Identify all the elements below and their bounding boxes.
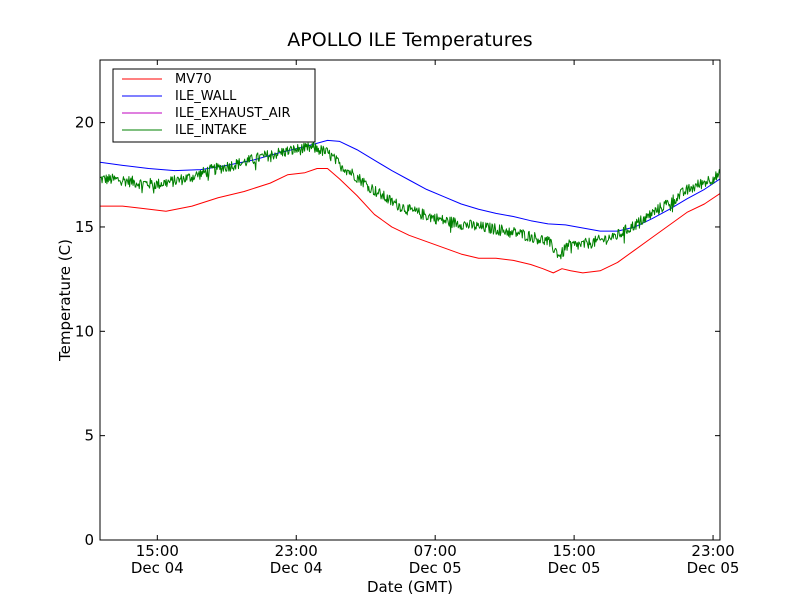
chart-title: APOLLO ILE Temperatures [287,29,532,51]
legend: MV70 ILE_WALL ILE_EXHAUST_AIR ILE_INTAKE [112,68,316,143]
y-tick-label: 0 [84,531,94,549]
x-tick-label-time: 23:00 [275,542,318,560]
y-tick-label: 20 [75,114,94,132]
y-tick-label: 5 [84,427,94,445]
legend-label: ILE_EXHAUST_AIR [175,106,291,121]
x-tick-label-time: 07:00 [414,542,457,560]
x-tick-label-date: Dec 04 [270,559,323,577]
legend-label: MV70 [175,72,212,87]
legend-label: ILE_INTAKE [175,123,247,138]
x-tick-label-time: 23:00 [691,542,734,560]
x-tick-label-time: 15:00 [553,542,596,560]
legend-label: ILE_WALL [175,89,237,104]
x-tick-label-date: Dec 05 [548,559,601,577]
plot-frame [99,59,721,541]
series-line-ile-intake [100,141,720,260]
x-tick-label-date: Dec 05 [687,559,740,577]
y-axis-label: Temperature (C) [56,239,74,362]
x-tick-label-date: Dec 04 [131,559,184,577]
series-line-mv70 [100,168,720,274]
series-line-ile-wall [100,139,720,232]
x-axis-label: Date (GMT) [367,578,453,596]
y-tick-label: 15 [75,218,94,236]
x-tick-label-date: Dec 05 [409,559,462,577]
x-tick-label-time: 15:00 [136,542,179,560]
y-tick-label: 10 [75,322,94,340]
